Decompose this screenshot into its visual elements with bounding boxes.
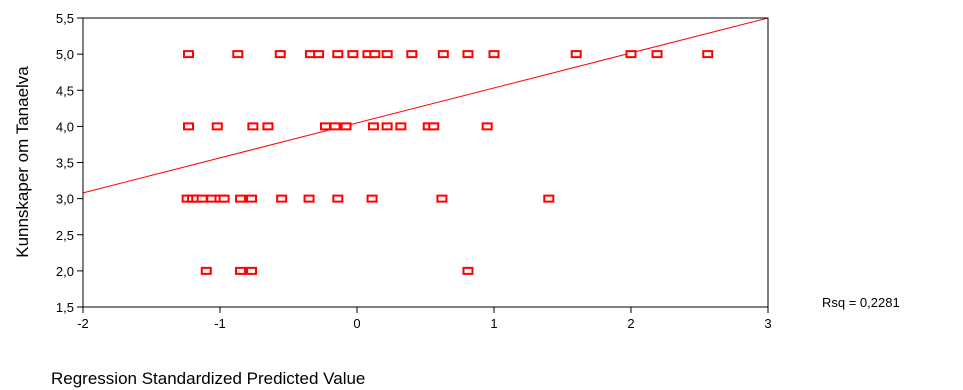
fit-line-layer bbox=[82, 17, 769, 194]
data-point bbox=[211, 122, 223, 131]
data-point bbox=[313, 50, 325, 59]
y-tick-label: 3,0 bbox=[56, 192, 74, 207]
data-point bbox=[332, 194, 344, 203]
y-tick-label: 4,5 bbox=[56, 83, 74, 98]
data-point bbox=[395, 122, 407, 131]
y-tick-label: 4,0 bbox=[56, 119, 74, 134]
data-point bbox=[543, 194, 555, 203]
data-point bbox=[235, 266, 247, 275]
data-point bbox=[462, 50, 474, 59]
points-layer bbox=[181, 50, 714, 275]
data-point bbox=[276, 194, 288, 203]
data-point bbox=[437, 50, 449, 59]
y-tick-label: 5,0 bbox=[56, 47, 74, 62]
y-tick-label: 3,5 bbox=[56, 156, 74, 171]
y-tick-label: 2,0 bbox=[56, 264, 74, 279]
data-point bbox=[247, 122, 259, 131]
data-point bbox=[196, 194, 208, 203]
data-point bbox=[200, 266, 212, 275]
y-axis-title: Kunnskaper om Tanaelva bbox=[13, 66, 32, 258]
data-point bbox=[182, 50, 194, 59]
data-point bbox=[347, 50, 359, 59]
data-point bbox=[570, 50, 582, 59]
data-point bbox=[274, 50, 286, 59]
y-tick-label: 2,5 bbox=[56, 228, 74, 243]
data-point bbox=[406, 50, 418, 59]
data-point bbox=[303, 194, 315, 203]
x-axis-ticks: -2 -1 0 1 2 3 bbox=[77, 307, 772, 331]
x-tick-label: -1 bbox=[214, 316, 226, 331]
data-point bbox=[332, 50, 344, 59]
data-point bbox=[366, 194, 378, 203]
data-point bbox=[651, 50, 663, 59]
data-point bbox=[625, 50, 637, 59]
data-point bbox=[246, 266, 258, 275]
x-tick-label: -2 bbox=[77, 316, 89, 331]
regression-fit-line bbox=[82, 17, 769, 194]
data-point bbox=[262, 122, 274, 131]
x-axis-title: Regression Standardized Predicted Value bbox=[51, 369, 365, 388]
data-point bbox=[329, 122, 341, 131]
data-point bbox=[436, 194, 448, 203]
x-tick-label: 0 bbox=[353, 316, 360, 331]
data-point bbox=[428, 122, 440, 131]
data-point bbox=[182, 122, 194, 131]
data-point bbox=[381, 50, 393, 59]
data-point bbox=[218, 194, 230, 203]
data-point bbox=[462, 266, 474, 275]
data-point bbox=[232, 50, 244, 59]
data-point bbox=[340, 122, 352, 131]
data-point bbox=[246, 194, 258, 203]
x-tick-label: 1 bbox=[490, 316, 497, 331]
rsq-annotation: Rsq = 0,2281 bbox=[822, 295, 900, 310]
x-tick-label: 2 bbox=[627, 316, 634, 331]
data-point bbox=[235, 194, 247, 203]
data-point bbox=[488, 50, 500, 59]
y-tick-label: 1,5 bbox=[56, 300, 74, 315]
x-tick-label: 3 bbox=[764, 316, 771, 331]
y-tick-label: 5,5 bbox=[56, 11, 74, 26]
data-point bbox=[381, 122, 393, 131]
data-point bbox=[702, 50, 714, 59]
data-point bbox=[481, 122, 493, 131]
plot-frame bbox=[82, 17, 769, 308]
data-point bbox=[369, 50, 381, 59]
y-axis-ticks: 1,5 2,0 2,5 3,0 3,5 4,0 4,5 5,0 5,5 bbox=[56, 11, 83, 315]
data-point bbox=[319, 122, 331, 131]
data-point bbox=[367, 122, 379, 131]
